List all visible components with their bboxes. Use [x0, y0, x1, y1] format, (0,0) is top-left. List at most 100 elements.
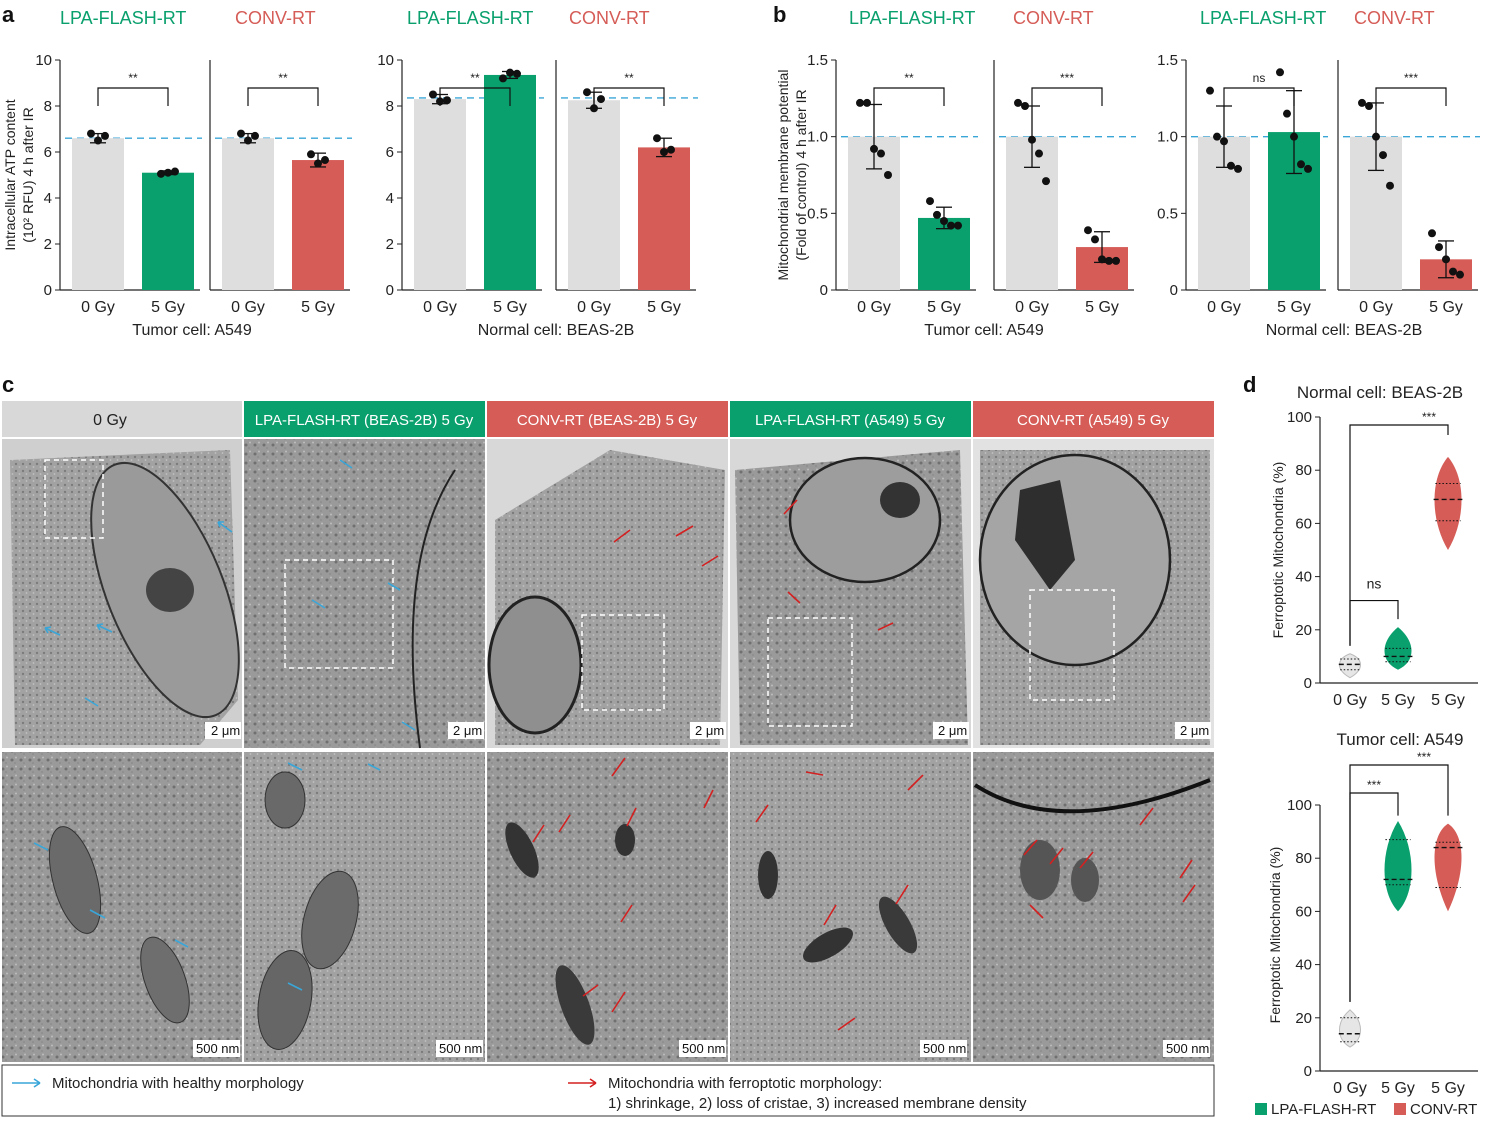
scale-top-2: 2 μm [695, 723, 724, 738]
data-point [87, 129, 95, 138]
data-point [653, 134, 661, 143]
significance-label: *** [1422, 410, 1436, 424]
data-point [101, 131, 109, 140]
y-tick-label: 0 [44, 282, 52, 299]
data-point [1021, 102, 1029, 110]
violin-chart-d-BEAS-2B: 0 20 40 60 80 100 0 Gy 5 Gy 5 Gy *** ns [1287, 409, 1478, 709]
significance-label: *** [1060, 71, 1074, 85]
significance-bracket [1349, 792, 1399, 1002]
data-point [94, 136, 102, 145]
tem-image-bottom-0 [2, 752, 242, 1062]
x-tick-label: 5 Gy [1429, 299, 1463, 316]
tem-image-bottom-1 [244, 752, 485, 1062]
data-point [667, 145, 675, 154]
x-tick-label: 0 Gy [1333, 1080, 1367, 1097]
data-point [856, 98, 864, 107]
violin [1384, 820, 1412, 912]
data-point [1098, 255, 1106, 264]
data-point [157, 169, 165, 178]
data-point [870, 144, 878, 153]
panel-b-ylabel-1: Mitochondrial membrane potential [775, 70, 791, 281]
y-tick-label: 100 [1287, 797, 1312, 814]
y-tick-label: 60 [1295, 903, 1312, 920]
data-point [1234, 164, 1242, 173]
significance-bracket [1349, 599, 1399, 646]
legend-healthy-arrow-icon [12, 1078, 41, 1088]
data-point [597, 95, 605, 104]
y-tick-label: 8 [386, 98, 394, 115]
header-conv-a2: CONV-RT [569, 8, 650, 28]
y-tick-label: 0 [1304, 1063, 1312, 1080]
violin-charts: 0 20 40 60 80 100 0 Gy 5 Gy 5 Gy *** ns 0 20 40 60 80 10… [1287, 409, 1478, 1097]
bar-chart-b-A549: 0 0.5 1.0 1.5 0 Gy 5 Gy ** 0 Gy 5 Gy *** [807, 52, 1136, 316]
panel-b-label: b [773, 2, 786, 27]
x-tick-label: 5 Gy [647, 299, 681, 316]
data-point [1084, 226, 1092, 235]
y-tick-label: 1.0 [807, 129, 828, 146]
data-point [940, 217, 948, 225]
data-point [499, 74, 507, 83]
tem-header-bg-2 [487, 401, 728, 437]
header-conv-b1: CONV-RT [1013, 8, 1094, 28]
y-tick-label: 80 [1295, 462, 1312, 479]
x-tick-label: 0 Gy [81, 299, 115, 316]
significance-bracket [97, 87, 169, 106]
y-tick-label: 0.5 [807, 205, 828, 222]
data-point [1276, 68, 1284, 77]
data-point [443, 96, 451, 105]
data-point [926, 197, 934, 206]
tem-header-bg-4 [973, 401, 1214, 437]
y-tick-label: 1.5 [1157, 52, 1178, 69]
significance-bracket [439, 87, 511, 106]
data-point [1035, 149, 1043, 158]
bar [222, 138, 274, 290]
data-point [1105, 256, 1113, 265]
data-point [877, 149, 885, 158]
header-flash-b2: LPA-FLASH-RT [1200, 8, 1326, 28]
bar [72, 138, 124, 290]
header-flash-b1: LPA-FLASH-RT [849, 8, 975, 28]
data-point [1028, 135, 1036, 144]
significance-label: ** [128, 71, 138, 85]
data-point [1442, 255, 1450, 264]
x-tick-label: 5 Gy [1381, 1080, 1415, 1097]
data-point [1365, 102, 1373, 110]
data-point [1372, 132, 1380, 141]
bar [568, 100, 620, 290]
tem-header-1: LPA-FLASH-RT (BEAS-2B) 5 Gy [255, 412, 474, 429]
y-tick-label: 0.5 [1157, 205, 1178, 222]
panel-d-bottom-title: Tumor cell: A549 [1337, 730, 1464, 749]
legend-ferro-arrow-icon [568, 1078, 597, 1088]
y-tick-label: 80 [1295, 850, 1312, 867]
bar-charts: 0 2 4 6 8 10 0 Gy 5 Gy ** 0 Gy 5 Gy ** 0 2 4 6 8 10 0 Gy 5 … [35, 52, 1480, 316]
legend-conv-label: CONV-RT [1410, 1101, 1477, 1118]
scale-bottom-2: 500 nm [682, 1041, 725, 1056]
data-point [1213, 132, 1221, 141]
y-tick-label: 100 [1287, 409, 1312, 426]
data-point [1091, 235, 1099, 244]
data-point [513, 69, 521, 78]
violin [1434, 823, 1462, 912]
panel-b-group-beas: Normal cell: BEAS-2B [1266, 322, 1423, 339]
data-point [171, 167, 179, 176]
tem-header-0: 0 Gy [93, 412, 127, 429]
panel-d-legend: LPA-FLASH-RT CONV-RT [1255, 1101, 1477, 1118]
significance-bracket [1375, 87, 1447, 106]
scale-top-4: 2 μm [1180, 723, 1209, 738]
bar [142, 172, 194, 290]
healthy-arrows [33, 459, 416, 991]
y-tick-label: 1.0 [1157, 129, 1178, 146]
panel-a-group-a549: Tumor cell: A549 [132, 322, 252, 339]
data-point [1304, 164, 1312, 173]
data-point [1112, 256, 1120, 265]
scale-top-0: 2 μm [211, 723, 240, 738]
ferro-arrows [532, 499, 1196, 1031]
panel-a-group-beas: Normal cell: BEAS-2B [478, 322, 635, 339]
panel-a-label: a [2, 2, 15, 27]
significance-label: *** [1367, 778, 1381, 792]
data-point [321, 156, 329, 165]
data-point [1456, 270, 1464, 279]
bar [414, 99, 466, 290]
data-point [506, 68, 514, 77]
